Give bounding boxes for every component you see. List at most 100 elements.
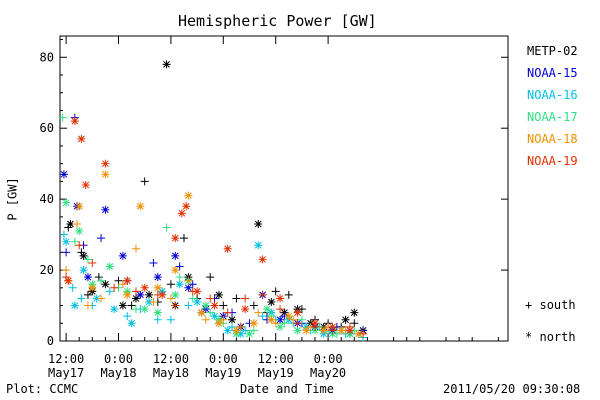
south-point: [83, 255, 92, 264]
north-point: [140, 283, 149, 292]
south-point: [219, 301, 228, 310]
chart-title: Hemispheric Power [GW]: [178, 12, 377, 30]
south-point: [184, 276, 193, 285]
north-point: [153, 273, 162, 282]
x-tick-time-label: 12:00: [153, 352, 189, 366]
south-point: [88, 258, 97, 267]
timestamp: 2011/05/20 09:30:08: [443, 382, 581, 396]
north-point: [184, 191, 193, 200]
plot-frame: [59, 35, 509, 342]
x-tick-date-label: May17: [48, 366, 84, 380]
north-point: [258, 255, 267, 264]
x-axis: 12:00May170:00May1812:00May180:00May1912…: [48, 36, 499, 380]
north-point: [153, 308, 162, 317]
south-point: [201, 315, 210, 324]
south-point: [73, 219, 82, 228]
north-point: [236, 329, 245, 338]
north-point: [328, 322, 337, 331]
south-label: south: [539, 298, 576, 312]
north-point: [162, 60, 171, 69]
south-point: [223, 308, 232, 317]
north-point: [184, 283, 193, 292]
north-point: [140, 305, 149, 314]
x-tick-date-label: May19: [205, 366, 241, 380]
south-point: [206, 294, 215, 303]
south-point: [219, 315, 228, 324]
south-point: [293, 319, 302, 328]
north-point: [302, 326, 311, 335]
south-point: [297, 315, 306, 324]
north-point: [145, 297, 154, 306]
north-point: [293, 326, 302, 335]
north-point: [171, 266, 180, 275]
legend-metp-02: METP-02: [527, 44, 578, 58]
legend-noaa-18: NOAA-18: [527, 132, 578, 146]
y-tick-label: 60: [40, 121, 54, 135]
north-point: [276, 322, 285, 331]
south-point: [271, 319, 280, 328]
north-point: [118, 251, 127, 260]
south-point: [188, 280, 197, 289]
north-point: [249, 319, 258, 328]
north-point: [83, 273, 92, 282]
south-point: [149, 258, 158, 267]
north-point: [311, 319, 320, 328]
south-point: [59, 230, 68, 239]
north-point: [88, 283, 97, 292]
north-point: [210, 301, 219, 310]
north-point: [158, 290, 167, 299]
x-tick-time-label: 0:00: [209, 352, 238, 366]
south-point: [241, 294, 250, 303]
x-tick-time-label: 0:00: [104, 352, 133, 366]
south-point: [271, 287, 280, 296]
north-point: [337, 326, 346, 335]
south-point: [68, 283, 77, 292]
legend-noaa-15: NOAA-15: [527, 66, 578, 80]
north-point: [81, 180, 90, 189]
north-point: [101, 170, 110, 179]
north-point: [345, 326, 354, 335]
north-point: [145, 290, 154, 299]
south-point: [236, 322, 245, 331]
north-point: [245, 329, 254, 338]
north-point: [118, 301, 127, 310]
x-tick-date-label: May18: [100, 366, 136, 380]
south-point: [254, 308, 263, 317]
legend-south-entry: + south: [525, 298, 576, 312]
south-point: [127, 301, 136, 310]
south-point: [359, 329, 368, 338]
south-point: [228, 322, 237, 331]
south-point: [162, 223, 171, 232]
north-point: [354, 329, 363, 338]
south-point: [180, 234, 189, 243]
south-point: [62, 248, 71, 257]
x-tick-time-label: 12:00: [48, 352, 84, 366]
x-tick-time-label: 12:00: [258, 352, 294, 366]
south-point: [97, 234, 106, 243]
x-axis-label: Date and Time: [240, 382, 334, 396]
north-point: [223, 326, 232, 335]
north-point: [101, 280, 110, 289]
south-point: [280, 319, 289, 328]
north-label: north: [539, 330, 576, 344]
north-point: [175, 280, 184, 289]
data-points: [58, 60, 368, 342]
y-tick-label: 20: [40, 263, 54, 277]
north-point: [241, 305, 250, 314]
south-point: [114, 276, 123, 285]
south-point: [184, 301, 193, 310]
north-point: [171, 290, 180, 299]
south-point: [94, 273, 103, 282]
x-tick-date-label: May20: [310, 366, 346, 380]
north-point: [193, 297, 202, 306]
north-point: [62, 198, 71, 207]
plot-credit: Plot: CCMC: [6, 382, 79, 396]
north-point: [64, 276, 73, 285]
north-point: [232, 326, 241, 335]
north-point: [193, 287, 202, 296]
series-noaa-19: [62, 117, 368, 338]
south-point: [131, 244, 140, 253]
y-tick-label: 40: [40, 192, 54, 206]
series-noaa-16: [59, 230, 368, 342]
